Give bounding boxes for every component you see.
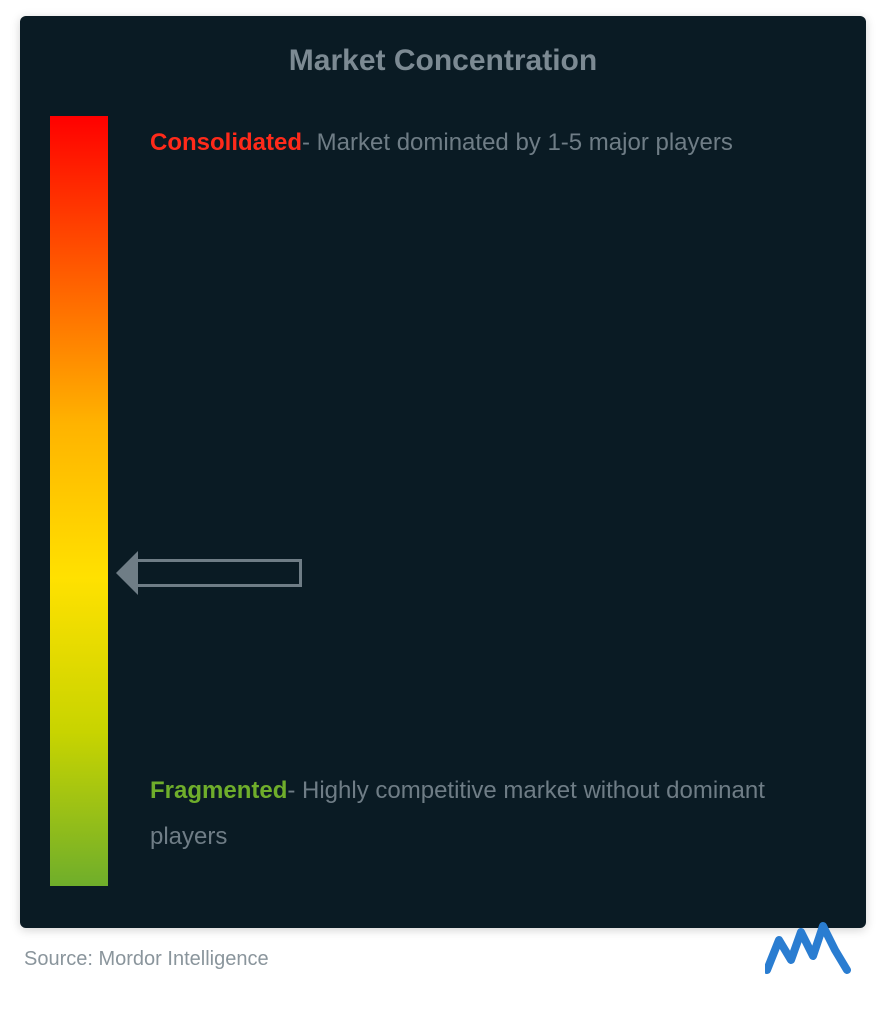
- label-consolidated: Consolidated- Market dominated by 1-5 ma…: [150, 120, 810, 166]
- label-consolidated-bold: Consolidated: [150, 129, 302, 156]
- label-consolidated-rest: - Market dominated by 1-5 major players: [302, 129, 733, 156]
- arrow-body: [138, 559, 302, 587]
- label-fragmented: Fragmented- Highly competitive market wi…: [150, 768, 830, 859]
- source-text: Source: Mordor Intelligence: [24, 948, 269, 971]
- brand-logo-icon: [765, 920, 851, 976]
- label-fragmented-bold: Fragmented: [150, 777, 287, 804]
- position-arrow: [116, 551, 302, 595]
- arrow-head-icon: [116, 551, 138, 595]
- gradient-bar: [50, 116, 108, 886]
- chart-title: Market Concentration: [20, 44, 866, 78]
